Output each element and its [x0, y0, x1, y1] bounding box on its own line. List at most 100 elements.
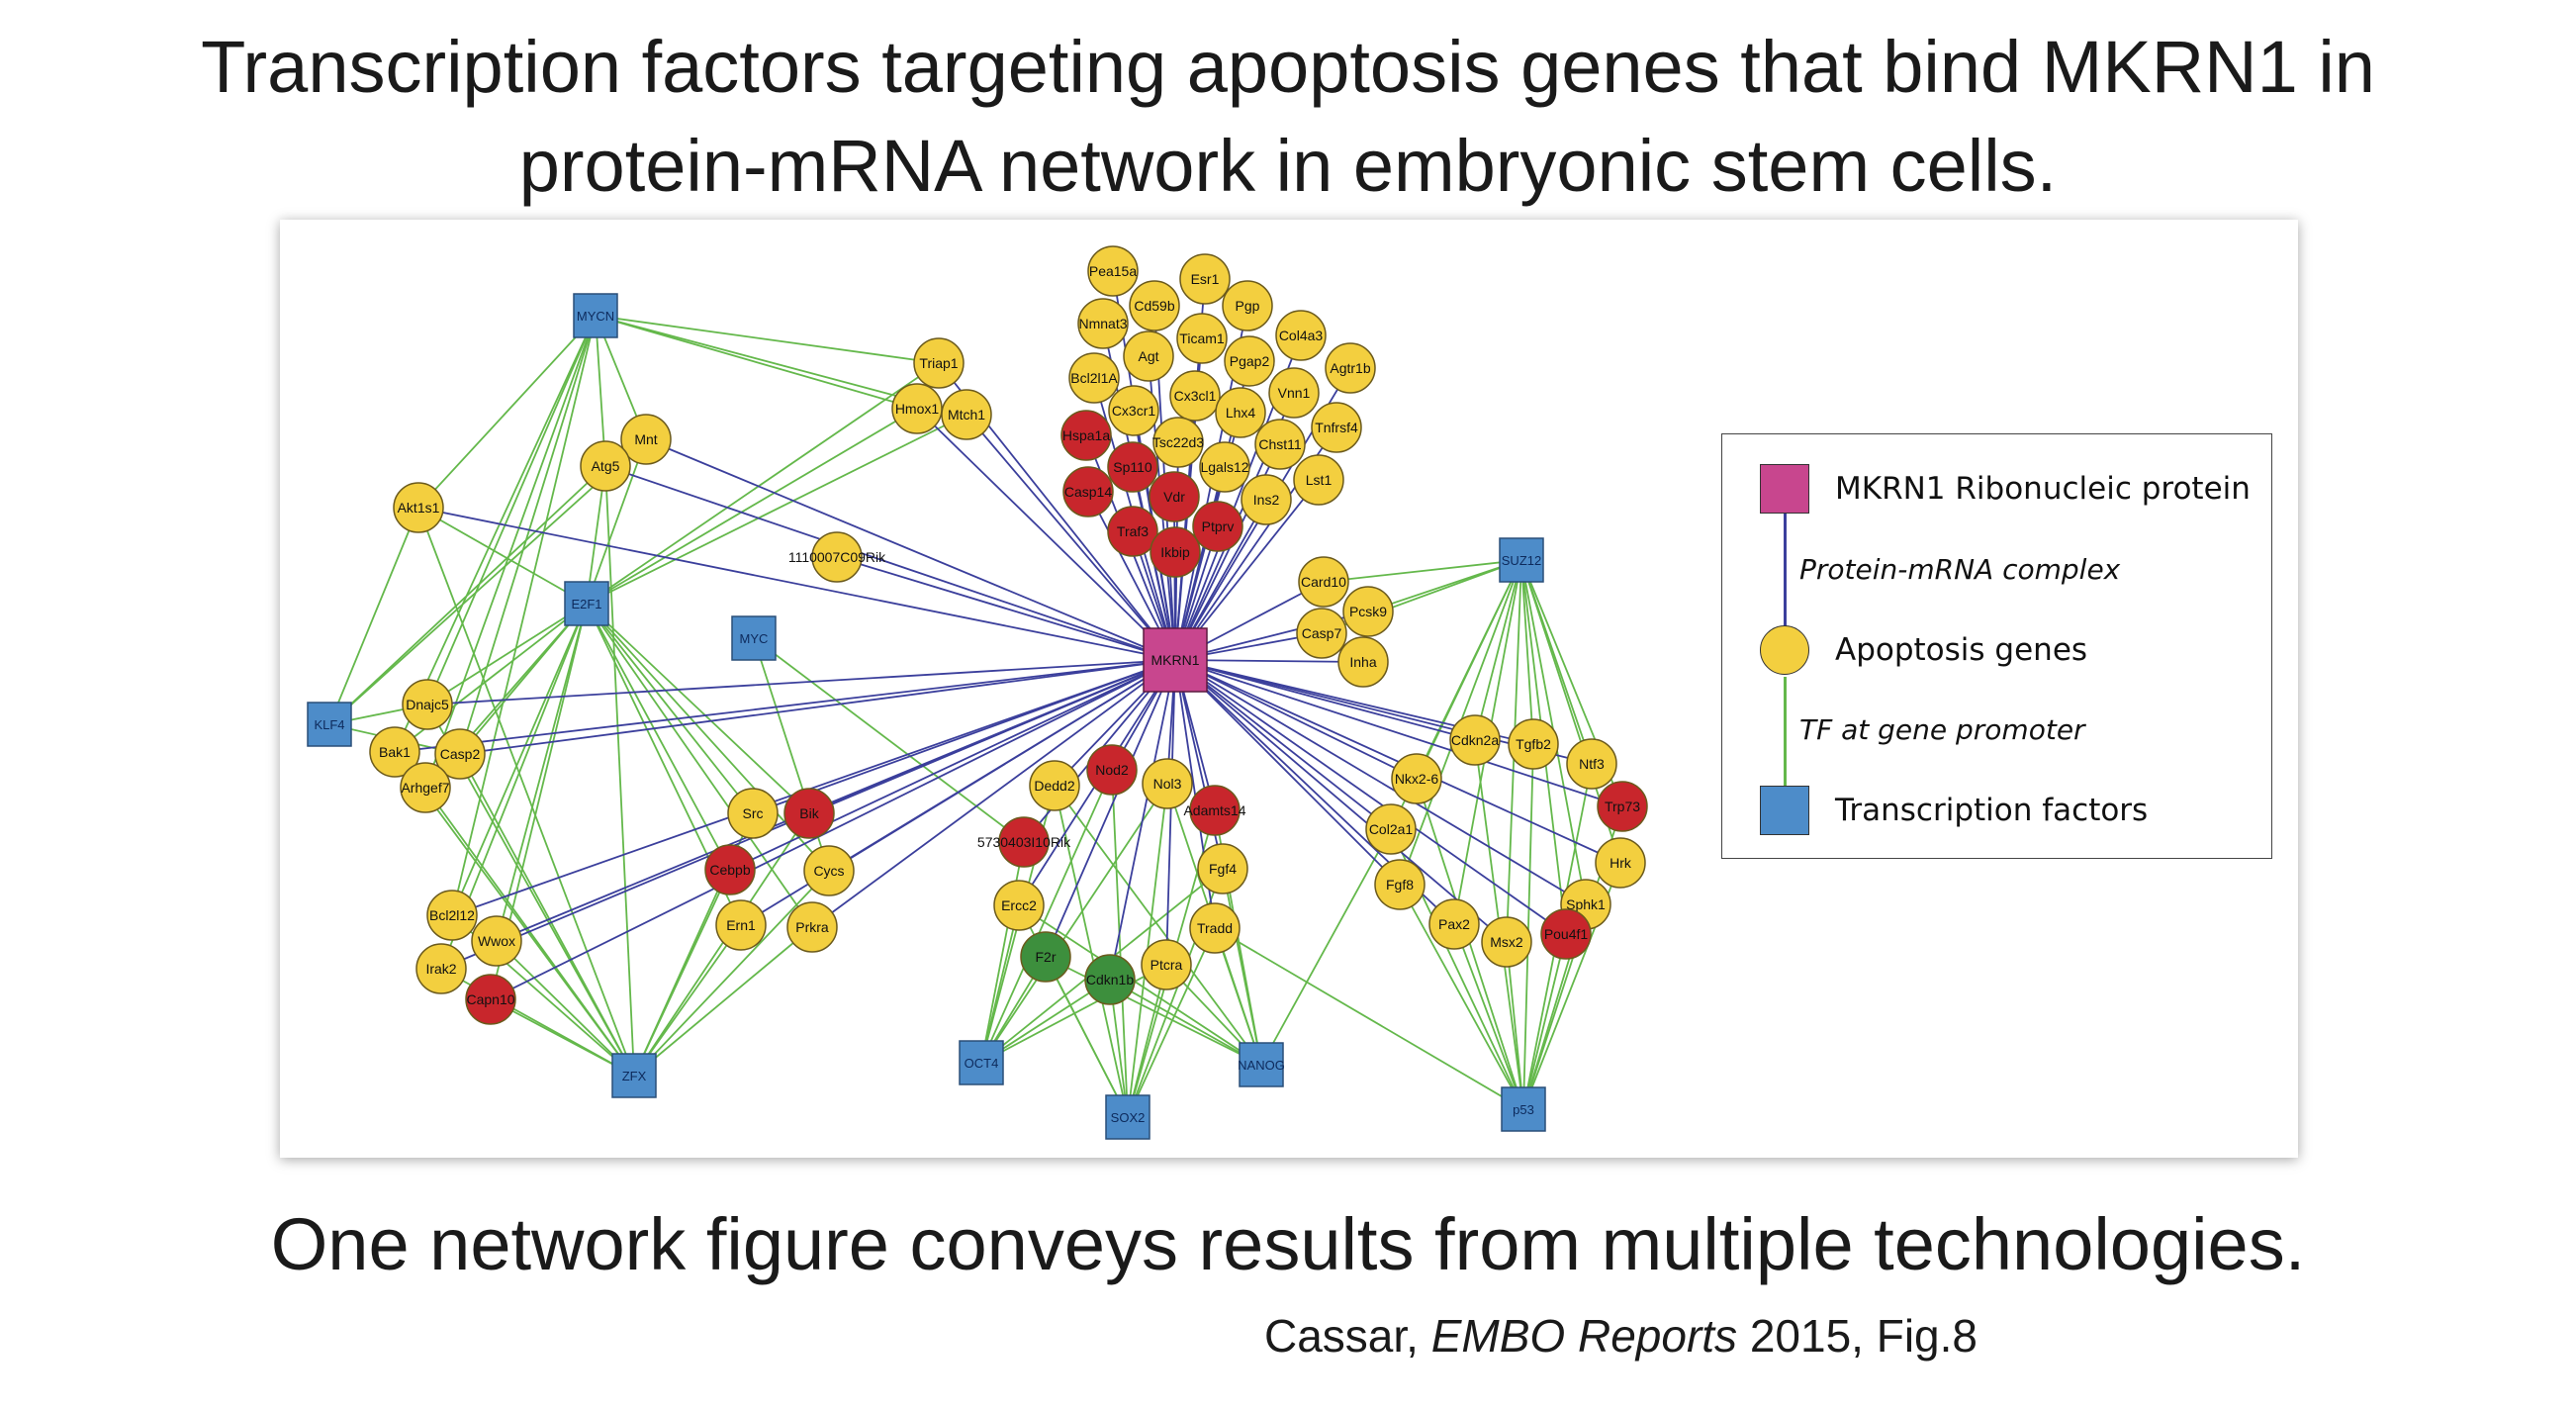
gene-node: Pcsk9 [1342, 586, 1394, 637]
title-line-2: protein-mRNA network in embryonic stem c… [518, 125, 2058, 207]
title-line-1: Transcription factors targeting apoptosi… [201, 26, 2375, 108]
gene-node: Casp14 [1062, 466, 1114, 517]
gene-node: Arhgef7 [400, 762, 451, 813]
gene-node: Ern1 [715, 899, 767, 951]
tf-square [573, 293, 618, 338]
gene-circle [1123, 330, 1174, 382]
gene-label: Col4a3 [1279, 328, 1324, 343]
gene-circle [1107, 506, 1158, 557]
gene-circle [1077, 298, 1129, 349]
tf-label: SOX2 [1111, 1110, 1146, 1125]
gene-circle [1062, 466, 1114, 517]
protein-mrna-edge [811, 659, 1176, 928]
gene-circle [1141, 939, 1192, 990]
gene-label: Chst11 [1258, 436, 1302, 452]
tf-label: KLF4 [314, 717, 344, 732]
tf-edge [1520, 559, 1534, 745]
gene-node: Ins2 [1241, 474, 1292, 525]
gene-node: F2r [1020, 931, 1071, 983]
gene-node: Tgfb2 [1508, 718, 1559, 770]
gene-circle [1481, 916, 1532, 968]
gene-circle [998, 816, 1050, 868]
tf-edge [1127, 964, 1167, 1118]
protein-mrna-edge [1174, 659, 1567, 935]
gene-node: Mnt [620, 414, 672, 465]
tf-edge [459, 315, 597, 755]
gene-circle [1084, 954, 1136, 1005]
network-nodes: Pea15a Esr1 Cd59b Pgp Nmnat3 Col4a3 Agt Ticam1 A… [307, 245, 1648, 1140]
gene-node: Card10 [1298, 556, 1349, 608]
tf-square [564, 581, 609, 626]
tf-edge [980, 769, 1113, 1064]
tf-edge [1054, 785, 1129, 1118]
tf-edge [586, 438, 647, 605]
gene-node: Vnn1 [1268, 367, 1320, 419]
gene-label: Hspa1a [1062, 427, 1110, 443]
gene-circle [1296, 608, 1347, 659]
gene-node: Pgap2 [1224, 335, 1275, 387]
gene-label: Fgf4 [1209, 861, 1237, 877]
gene-label: Irak2 [425, 961, 456, 977]
gene-node: Nod2 [1086, 744, 1138, 796]
gene-node: Ercc2 [993, 880, 1045, 931]
protein-mrna-edge [496, 659, 1176, 942]
gene-circle [1107, 441, 1158, 493]
gene-circle [1597, 781, 1648, 832]
tf-label: NANOG [1238, 1058, 1285, 1073]
tf-edge [633, 869, 731, 1077]
gene-node: 1110007C09Rik [788, 531, 886, 583]
gene-node: Cebpb [704, 844, 756, 895]
tf-edge [586, 362, 940, 605]
gene-label: Triap1 [919, 355, 958, 371]
gene-circle [1449, 714, 1501, 766]
tf-edge [980, 841, 1025, 1064]
gene-circle [1152, 417, 1204, 468]
gene-label: Ikbip [1160, 544, 1190, 560]
gene-circle [1189, 902, 1241, 954]
gene-circle [1391, 753, 1442, 804]
gene-node: Irak2 [415, 943, 467, 994]
tf-edge [451, 315, 597, 916]
gene-label: Agt [1138, 348, 1158, 364]
gene-node: Ticam1 [1176, 313, 1228, 364]
gene-label: Tsc22d3 [1152, 434, 1204, 450]
gene-label: Bik [799, 805, 819, 821]
tf-edge [1045, 956, 1129, 1118]
gene-label: Cd59b [1134, 298, 1174, 314]
gene-node: Ikbip [1150, 526, 1201, 578]
gene-label: Casp7 [1302, 625, 1342, 641]
gene-node: Cx3cl1 [1169, 370, 1221, 422]
gene-circle [1179, 253, 1231, 305]
protein-mrna-edge [1174, 659, 1623, 807]
gene-circle [913, 337, 965, 389]
tf-node: MYC [731, 615, 777, 661]
tf-edge [586, 414, 967, 605]
tf-edge [417, 507, 588, 605]
gene-node: Adamts14 [1183, 785, 1246, 836]
gene-node: Col4a3 [1275, 310, 1327, 361]
gene-label: F2r [1036, 949, 1057, 965]
gene-circle [1311, 402, 1362, 453]
subtitle: One network figure conveys results from … [270, 1203, 2306, 1285]
gene-label: Nod2 [1095, 762, 1129, 778]
gene-node: Bak1 [369, 726, 420, 778]
gene-label: Agtr1b [1330, 360, 1370, 376]
tf-edge [633, 924, 742, 1077]
gene-node: Hrk [1595, 837, 1646, 889]
gene-label: Ntf3 [1579, 756, 1605, 772]
gene-circle [1428, 898, 1480, 950]
gene-label: Fgf8 [1386, 877, 1414, 893]
tf-square [611, 1053, 657, 1098]
gene-node: Bcl2l12 [426, 890, 478, 941]
gene-node: Dedd2 [1029, 760, 1080, 811]
legend-tf-label: Transcription factors [1835, 793, 2149, 828]
tf-edge [328, 507, 419, 725]
tf-edge [586, 603, 754, 814]
tf-label: E2F1 [571, 597, 601, 611]
gene-label: Adamts14 [1183, 802, 1245, 818]
tf-edge [1214, 927, 1524, 1110]
tf-edge [595, 315, 918, 410]
tf-node: OCT4 [959, 1040, 1004, 1085]
citation-journal: EMBO Reports [1430, 1310, 1738, 1362]
gene-circle [1197, 843, 1248, 894]
